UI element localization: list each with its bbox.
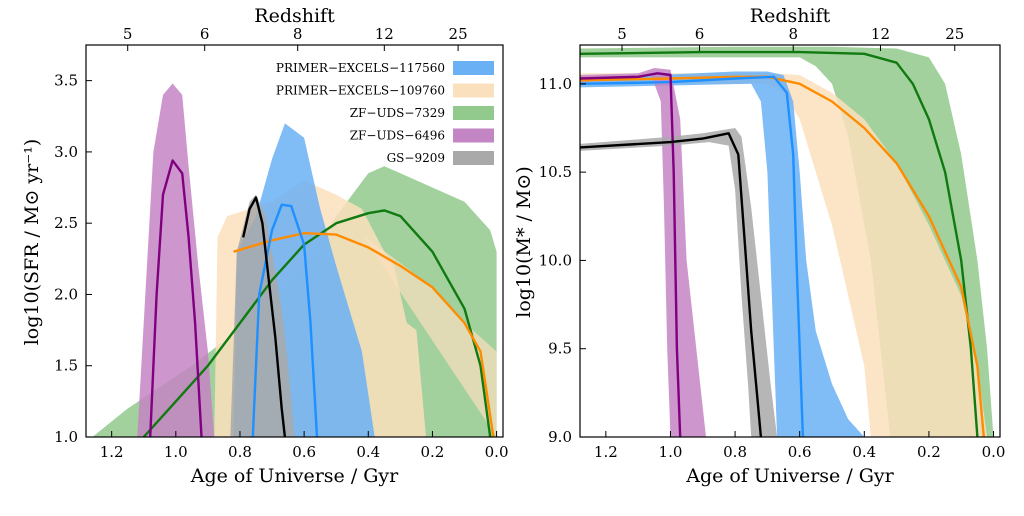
top-tick-label: 25 (449, 25, 468, 43)
x-tick-label: 0.2 (421, 443, 445, 461)
legend-swatch-primer-excels-117560 (453, 61, 494, 75)
x-tick-label: 0.0 (485, 443, 509, 461)
y-tick-label: 9.5 (548, 340, 572, 358)
y-tick-label: 3.5 (54, 72, 78, 90)
y-axis-label: log10(SFR / M⊙ yr⁻¹) (21, 139, 43, 346)
median-line-zf-uds-7329 (580, 50, 979, 437)
top-tick-label: 6 (200, 25, 210, 43)
x-tick-label: 0.4 (852, 443, 876, 461)
median-line-gs-9209 (580, 132, 763, 437)
legend-swatch-zf-uds-6496 (453, 128, 494, 143)
top-tick-label: 25 (945, 25, 964, 43)
x-tick-label: 0.8 (723, 443, 747, 461)
x-tick-label: 1.0 (659, 443, 683, 461)
y-tick-label: 3.0 (54, 143, 78, 161)
median-line-gs-9209 (242, 196, 287, 437)
top-tick-label: 6 (695, 25, 705, 43)
y-tick-label: 2.5 (54, 214, 78, 232)
x-tick-label: 0.8 (228, 443, 252, 461)
y-tick-label: 10.0 (539, 251, 572, 269)
x-tick-label: 0.0 (982, 443, 1006, 461)
top-tick-label: 5 (617, 25, 627, 43)
legend-label-zf-uds-7329: ZF−UDS−7329 (350, 106, 445, 120)
median-line-primer-excels-109760 (233, 231, 495, 437)
y-tick-label: 10.5 (539, 163, 572, 181)
x-tick-label: 0.2 (917, 443, 941, 461)
plot-frame (579, 44, 1001, 438)
y-tick-label: 1.5 (54, 357, 78, 375)
median-line-zf-uds-7329 (142, 209, 492, 437)
legend-swatch-primer-excels-109760 (453, 83, 494, 98)
x-axis-label: Age of Universe / Gyr (685, 465, 894, 487)
top-axis-label: Redshift (750, 5, 831, 27)
stellar-mass-panel: 1.2 1.0 0.8 0.6 0.4 0.2 0.0 9.0 9.5 10.0 10.5 11.0 5… (513, 5, 1005, 487)
legend-label-zf-uds-6496: ZF−UDS−6496 (350, 129, 445, 143)
band-extension-primer-excels-109760 (361, 234, 497, 437)
x-tick-label: 0.4 (356, 443, 380, 461)
plot-frame (85, 44, 504, 438)
band-zf-uds-6496 (137, 83, 215, 437)
sfr-panel: 1.2 1.0 0.8 0.6 0.4 0.2 0.0 1.0 1.5 2.0 2.5 3.0 3.5 5… (21, 5, 509, 487)
y-tick-label: 1.0 (54, 428, 78, 446)
x-tick-label: 0.6 (292, 443, 316, 461)
top-tick-label: 8 (788, 25, 798, 43)
top-axis-label: Redshift (254, 5, 335, 27)
band-primer-excels-109760 (580, 73, 988, 437)
top-tick-label: 12 (375, 25, 394, 43)
x-tick-label: 1.2 (594, 443, 618, 461)
legend-label-gs-9209: GS−9209 (387, 151, 445, 165)
x-tick-label: 1.0 (164, 443, 188, 461)
plot-area (92, 83, 497, 437)
y-axis-label: log10(M* / M⊙) (513, 166, 535, 318)
plot-area (580, 46, 994, 437)
top-tick-label: 12 (871, 25, 890, 43)
x-tick-label: 0.6 (788, 443, 812, 461)
y-tick-label: 11.0 (539, 75, 572, 93)
top-tick-label: 5 (123, 25, 133, 43)
median-line-zf-uds-6496 (149, 159, 203, 437)
legend-swatch-gs-9209 (453, 151, 494, 165)
y-tick-label: 9.0 (548, 428, 572, 446)
median-line-primer-excels-117560 (251, 203, 319, 437)
median-line-primer-excels-109760 (580, 75, 985, 437)
x-tick-label: 1.2 (100, 443, 124, 461)
median-line-primer-excels-117560 (580, 75, 805, 437)
x-axis-label: Age of Universe / Gyr (190, 465, 399, 487)
median-line-zf-uds-6496 (580, 72, 682, 437)
legend-swatch-zf-uds-7329 (453, 106, 494, 120)
top-tick-label: 8 (293, 25, 303, 43)
band-zf-uds-6496 (580, 68, 706, 437)
legend: PRIMER−EXCELS−117560 PRIMER−EXCELS−109760… (276, 61, 494, 165)
legend-label-primer-excels-117560: PRIMER−EXCELS−117560 (276, 61, 445, 75)
legend-label-primer-excels-109760: PRIMER−EXCELS−109760 (276, 84, 445, 98)
y-tick-label: 2.0 (54, 285, 78, 303)
